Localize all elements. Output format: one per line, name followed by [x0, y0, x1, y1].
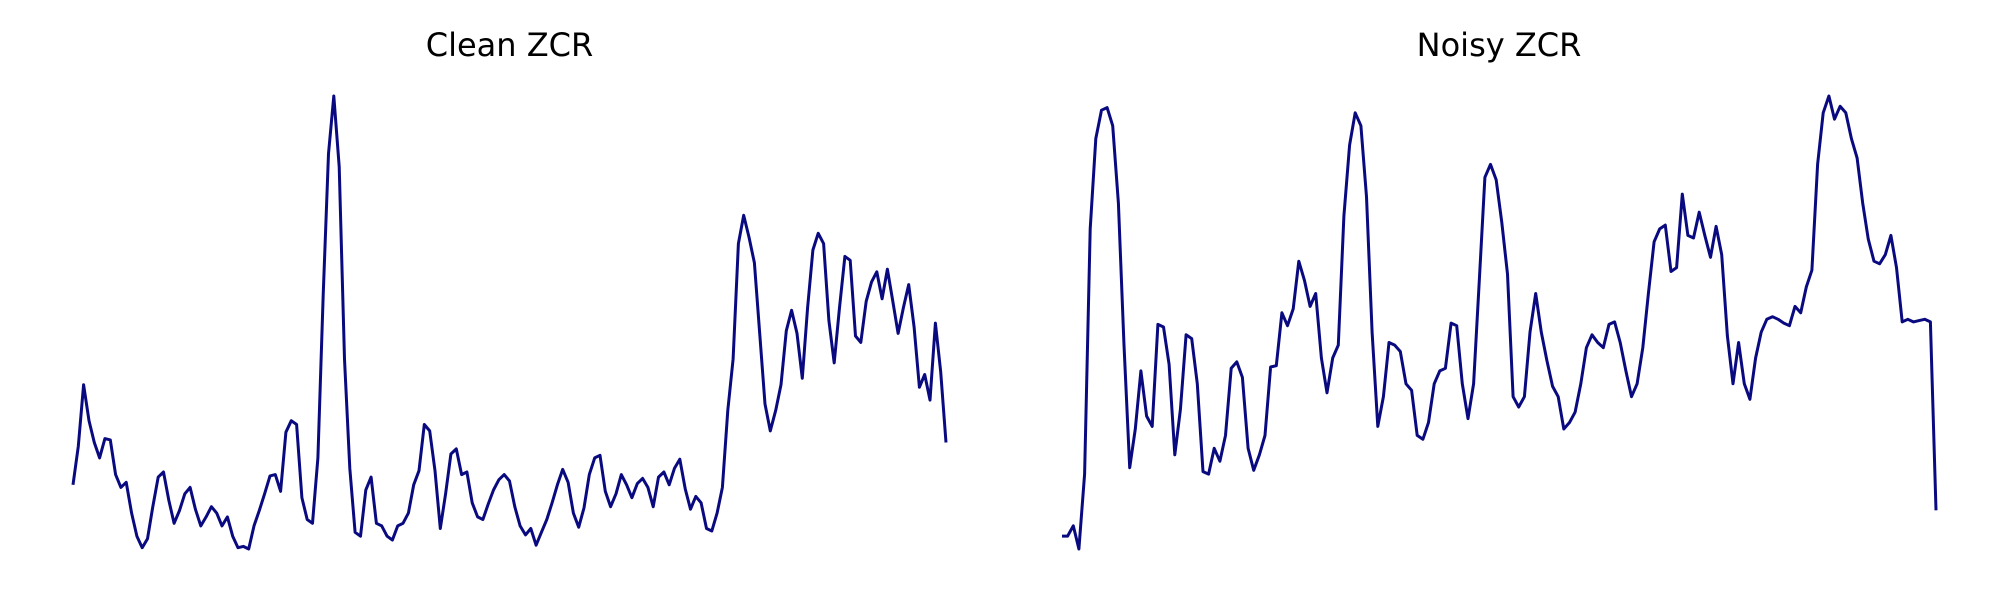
zcr-line [1062, 94, 1938, 551]
chart-title: Clean ZCR [426, 26, 593, 64]
zcr-line [71, 94, 948, 551]
chart-title: Noisy ZCR [1417, 26, 1582, 64]
